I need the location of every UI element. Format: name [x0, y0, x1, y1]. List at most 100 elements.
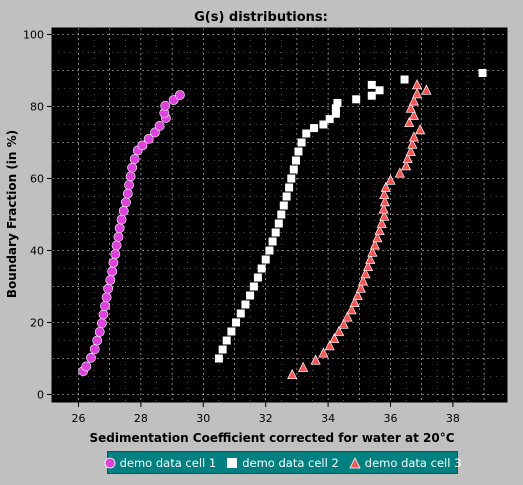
data-point-cell-3 [402, 152, 413, 164]
data-point-cell-3 [357, 275, 369, 286]
data-point-cell-1 [81, 361, 92, 372]
data-point-cell-1 [122, 188, 133, 199]
data-point-cell-1 [174, 90, 185, 100]
data-point-cell-1 [94, 326, 105, 337]
data-point-cell-1 [107, 266, 118, 277]
data-point-cell-1 [97, 318, 107, 329]
x-tick-label: 34 [321, 412, 335, 425]
data-point-cell-1 [98, 309, 109, 320]
data-point-cell-2 [375, 86, 384, 95]
data-point-cell-1 [89, 344, 100, 355]
data-point-cell-3 [385, 174, 396, 185]
data-point-cell-2 [249, 282, 258, 291]
x-tick-label: 28 [134, 412, 148, 425]
data-point-cell-3 [376, 217, 387, 228]
y-axis-label: Boundary Fraction (in %) [5, 130, 19, 298]
triangle-marker-icon [349, 456, 361, 468]
data-point-cell-1 [110, 249, 121, 259]
data-point-cell-1 [121, 197, 131, 208]
data-point-cell-3 [405, 102, 416, 113]
data-point-cell-2 [367, 80, 376, 89]
x-tick-label: 38 [446, 412, 460, 425]
plot-layer: 26 28 30 32 34 36 38 0 20 40 60 80 100 [23, 27, 508, 425]
circle-marker-icon [104, 457, 116, 468]
data-point-cell-3 [401, 160, 412, 171]
data-point-cell-1 [101, 292, 112, 303]
data-point-cell-1 [143, 133, 154, 144]
data-point-cell-3 [338, 318, 349, 329]
y-tick-label: 60 [30, 173, 44, 186]
data-point-cell-1 [86, 352, 96, 363]
data-point-cell-1 [103, 283, 114, 294]
data-point-cell-2 [241, 300, 250, 309]
data-point-cell-2 [271, 228, 280, 237]
data-point-cell-1 [160, 100, 171, 111]
y-tick-label: 100 [23, 29, 44, 42]
data-point-cell-2 [331, 104, 340, 113]
data-point-cell-3 [380, 181, 391, 192]
data-point-cell-3 [352, 289, 363, 300]
y-tick-label: 0 [37, 389, 44, 402]
data-point-cell-2 [331, 109, 340, 118]
data-point-cell-1 [127, 162, 138, 173]
data-point-cell-1 [100, 301, 110, 311]
data-point-cell-3 [329, 332, 340, 344]
x-tick-label: 26 [72, 412, 86, 425]
data-point-cell-2 [291, 156, 300, 165]
data-point-cell-3 [415, 124, 426, 135]
data-point-cell-3 [355, 282, 366, 293]
data-point-cell-2 [285, 183, 294, 192]
data-point-cell-2 [227, 327, 236, 336]
data-point-cell-2 [265, 246, 274, 255]
y-tick-label: 20 [30, 317, 44, 330]
data-point-cell-3 [365, 253, 376, 264]
data-point-cell-2 [246, 291, 255, 300]
x-axis-label: Sedimentation Coefficient corrected for … [89, 431, 454, 445]
data-point-cell-3 [318, 347, 329, 358]
data-point-cell-2 [257, 264, 266, 273]
data-point-cell-1 [118, 205, 129, 216]
data-point-cell-2 [297, 138, 306, 147]
data-point-cell-3 [374, 224, 385, 236]
x-tick-label: 32 [259, 412, 273, 425]
data-point-cell-3 [411, 88, 423, 99]
data-point-cell-3 [379, 188, 390, 200]
data-point-cell-2 [367, 91, 376, 100]
data-point-cell-3 [298, 361, 309, 372]
data-point-cell-3 [379, 196, 390, 207]
data-point-cell-3 [394, 167, 405, 178]
y-tick-label: 80 [30, 101, 44, 114]
chart-title: G(s) distributions: [194, 10, 328, 25]
data-point-cell-3 [333, 325, 345, 336]
legend: demo data cell 1 demo data cell 2 demo d… [104, 451, 461, 474]
data-point-cell-2 [218, 345, 227, 354]
legend-label-cell-1: demo data cell 1 [119, 455, 217, 470]
data-point-cell-3 [287, 368, 298, 380]
legend-item-cell-2: demo data cell 2 [226, 456, 339, 470]
data-point-cell-2 [274, 219, 283, 228]
data-point-cell-2 [282, 192, 291, 201]
data-point-cell-3 [411, 79, 423, 90]
data-point-cell-2 [478, 69, 487, 78]
data-point-cell-2 [352, 95, 361, 104]
data-point-cell-1 [113, 231, 124, 242]
data-point-cell-3 [349, 296, 360, 308]
data-point-cell-2 [289, 165, 298, 174]
data-point-cell-2 [302, 129, 311, 138]
data-point-cell-3 [310, 354, 321, 365]
data-point-cell-2 [277, 210, 286, 219]
data-point-cell-3 [408, 131, 419, 142]
data-point-cell-3 [360, 268, 371, 279]
data-point-cell-3 [367, 246, 378, 257]
data-point-cell-3 [378, 203, 389, 214]
legend-label-cell-2: demo data cell 2 [242, 455, 339, 470]
data-point-cell-2 [236, 309, 245, 318]
data-point-cell-1 [137, 140, 148, 151]
data-point-cell-2 [261, 255, 270, 264]
legend-label-cell-3: demo data cell 3 [364, 455, 462, 470]
data-point-cell-1 [129, 154, 140, 164]
data-point-cell-3 [421, 84, 432, 95]
data-point-cell-1 [114, 223, 125, 234]
